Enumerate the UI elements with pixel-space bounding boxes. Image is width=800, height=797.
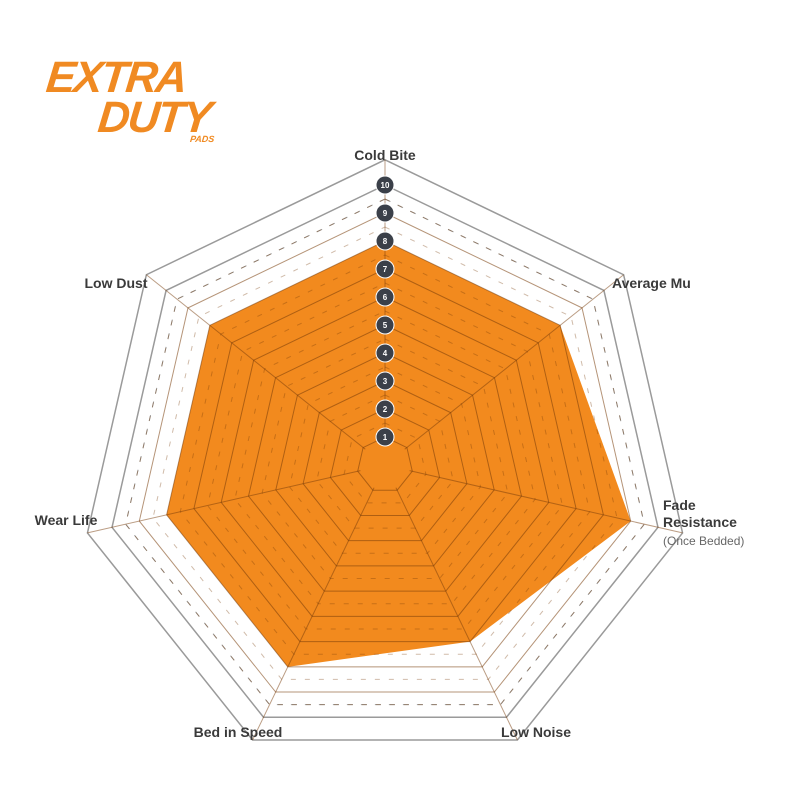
grid-ring-8	[166, 240, 604, 668]
grid-ring-3	[302, 380, 468, 542]
tick-label: 8	[383, 237, 388, 246]
tick-marker	[375, 343, 395, 363]
axis-label: Low Dust	[85, 275, 148, 291]
tick-marker	[375, 427, 395, 447]
tick-label: 5	[383, 321, 388, 330]
grid-dashed-6	[207, 282, 563, 630]
axis-label: Fade Resistance	[663, 497, 737, 530]
grid-dashed-9	[125, 198, 645, 706]
grid-dashed-1	[343, 422, 427, 504]
grid-ring-1	[357, 436, 413, 491]
tick-label: 3	[383, 377, 388, 386]
axis-sublabel: (Once Bedded)	[663, 534, 744, 548]
axis-spoke	[395, 487, 518, 741]
grid-ring-7	[193, 268, 577, 643]
grid-dashed-7	[179, 254, 591, 655]
axis-spoke	[87, 470, 361, 534]
axis-label: Cold Bite	[354, 147, 416, 163]
tick-label: 1	[383, 433, 388, 442]
data-area	[166, 241, 631, 667]
grid-dashed-3	[288, 366, 482, 554]
tick-marker	[375, 231, 395, 251]
tick-label: 7	[383, 265, 388, 274]
tick-marker	[375, 175, 395, 195]
tick-marker	[375, 371, 395, 391]
axis-spoke	[252, 487, 375, 741]
axis-spoke	[409, 470, 683, 534]
axis-label: Average Mu	[612, 275, 691, 291]
axis-label: Wear Life	[35, 512, 98, 528]
grid-dashed-8	[152, 226, 618, 680]
grid-ring-9	[138, 212, 632, 693]
axis-label: Bed in Speed	[194, 724, 283, 740]
tick-marker	[375, 203, 395, 223]
tick-marker	[375, 315, 395, 335]
grid-ring-5	[247, 324, 523, 592]
grid-dashed-ring	[125, 198, 645, 706]
tick-marker	[375, 259, 395, 279]
grid-ring-6	[220, 296, 550, 617]
axis-spoke	[146, 274, 366, 450]
tick-label: 4	[383, 349, 388, 358]
tick-marker	[375, 287, 395, 307]
grid-ring-4	[275, 352, 495, 567]
tick-label: 10	[381, 181, 390, 190]
grid-ring-2	[329, 408, 441, 516]
grid-dashed-5	[234, 310, 536, 605]
axis-spoke	[404, 274, 624, 450]
tick-label: 9	[383, 209, 388, 218]
axis-label: Low Noise	[501, 724, 571, 740]
grid-dashed-2	[316, 394, 454, 529]
grid-ring-10	[111, 184, 659, 719]
tick-marker	[375, 399, 395, 419]
grid-dashed-4	[261, 338, 509, 580]
tick-label: 2	[383, 405, 388, 414]
tick-label: 6	[383, 293, 388, 302]
